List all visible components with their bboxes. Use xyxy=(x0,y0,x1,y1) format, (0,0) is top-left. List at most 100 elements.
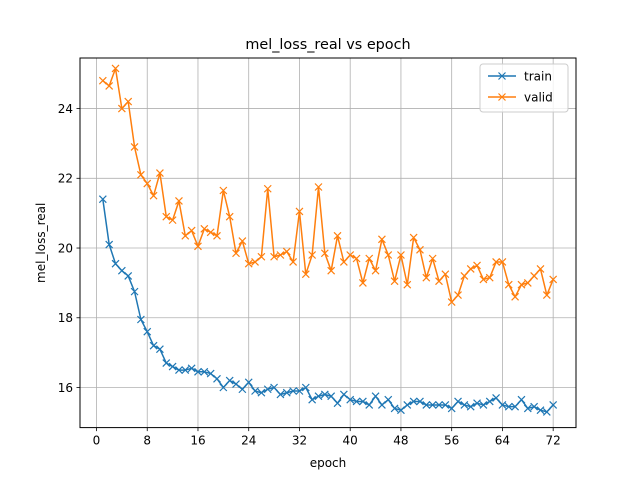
train-point xyxy=(549,401,558,409)
series-layer xyxy=(98,64,558,416)
valid-point xyxy=(136,170,145,179)
train-point xyxy=(422,401,431,409)
train-point xyxy=(105,240,114,249)
legend: train valid xyxy=(479,63,569,113)
valid-line xyxy=(102,67,554,303)
valid-point xyxy=(257,252,266,261)
train-point xyxy=(168,362,177,371)
valid-point xyxy=(333,231,342,240)
train-point xyxy=(492,394,501,402)
valid-point xyxy=(352,254,361,263)
valid-point xyxy=(346,251,355,259)
train-point xyxy=(333,399,342,408)
train-point xyxy=(98,195,107,204)
train-point xyxy=(352,397,361,406)
train-point xyxy=(460,401,469,409)
valid-point xyxy=(289,258,298,266)
valid-point xyxy=(447,298,456,306)
valid-point xyxy=(308,251,317,259)
valid-point xyxy=(435,277,443,286)
valid-point xyxy=(225,212,234,221)
valid-point xyxy=(511,292,520,301)
train-point xyxy=(536,406,545,415)
train-point xyxy=(498,401,507,409)
valid-point xyxy=(422,273,431,282)
train-point xyxy=(485,397,494,406)
legend-label-train: train xyxy=(524,69,552,83)
valid-point xyxy=(542,291,551,300)
train-point xyxy=(384,395,393,404)
train-point xyxy=(403,401,412,409)
train-point xyxy=(301,383,310,392)
train-point xyxy=(479,401,488,409)
valid-point xyxy=(206,228,215,237)
valid-point xyxy=(117,104,126,113)
train-point xyxy=(162,359,171,368)
x-tick-label: 0 xyxy=(93,434,101,448)
train-point xyxy=(435,401,443,409)
valid-point xyxy=(416,245,424,254)
valid-point xyxy=(244,259,253,268)
x-tick-label: 24 xyxy=(241,434,256,448)
train-point xyxy=(130,287,139,296)
valid-point xyxy=(492,258,501,266)
x-tick-label: 8 xyxy=(143,434,151,448)
train-point xyxy=(143,327,152,336)
valid-point xyxy=(441,270,450,279)
valid-point xyxy=(130,142,139,151)
x-tick-label: 56 xyxy=(444,434,459,448)
train-point xyxy=(124,272,133,280)
grid xyxy=(80,58,576,428)
train-point xyxy=(117,266,126,275)
valid-point xyxy=(409,233,418,242)
train-point xyxy=(187,364,196,373)
train-point xyxy=(181,366,190,374)
valid-point xyxy=(282,247,291,256)
valid-point xyxy=(536,265,545,273)
train-point xyxy=(327,392,336,401)
train-point xyxy=(504,402,513,411)
train-point xyxy=(473,399,481,408)
valid-point xyxy=(251,258,259,266)
train-point xyxy=(175,366,183,374)
train-point xyxy=(276,390,285,399)
valid-point xyxy=(238,237,247,245)
valid-point xyxy=(428,254,437,263)
train-point xyxy=(542,407,551,416)
train-point xyxy=(346,395,355,404)
train-point xyxy=(339,390,348,399)
valid-point xyxy=(365,254,374,263)
valid-point xyxy=(530,272,539,280)
y-tick-label: 18 xyxy=(58,311,73,325)
valid-point xyxy=(155,169,164,177)
valid-point xyxy=(295,207,304,216)
valid-point xyxy=(454,291,462,300)
train-point xyxy=(219,383,228,392)
train-point xyxy=(263,385,272,394)
train-point xyxy=(225,376,234,385)
train-point xyxy=(397,406,405,415)
valid-point xyxy=(320,249,329,258)
train-point xyxy=(257,388,266,397)
series-valid xyxy=(98,64,558,306)
valid-point xyxy=(384,251,393,259)
valid-point xyxy=(504,280,513,289)
train-point xyxy=(213,374,221,383)
valid-point xyxy=(181,231,190,240)
valid-point xyxy=(270,252,279,261)
train-point xyxy=(282,388,291,397)
train-point xyxy=(416,397,424,406)
valid-point xyxy=(327,266,336,275)
train-point xyxy=(441,401,450,409)
train-point xyxy=(523,404,532,413)
valid-point xyxy=(143,179,152,188)
valid-point xyxy=(485,273,494,282)
valid-point xyxy=(263,184,272,193)
x-tick-label: 16 xyxy=(190,434,205,448)
valid-point xyxy=(175,197,183,205)
valid-point xyxy=(390,277,399,286)
chart-title: mel_loss_real vs epoch xyxy=(245,37,410,53)
valid-point xyxy=(194,242,202,251)
train-point xyxy=(244,378,253,387)
